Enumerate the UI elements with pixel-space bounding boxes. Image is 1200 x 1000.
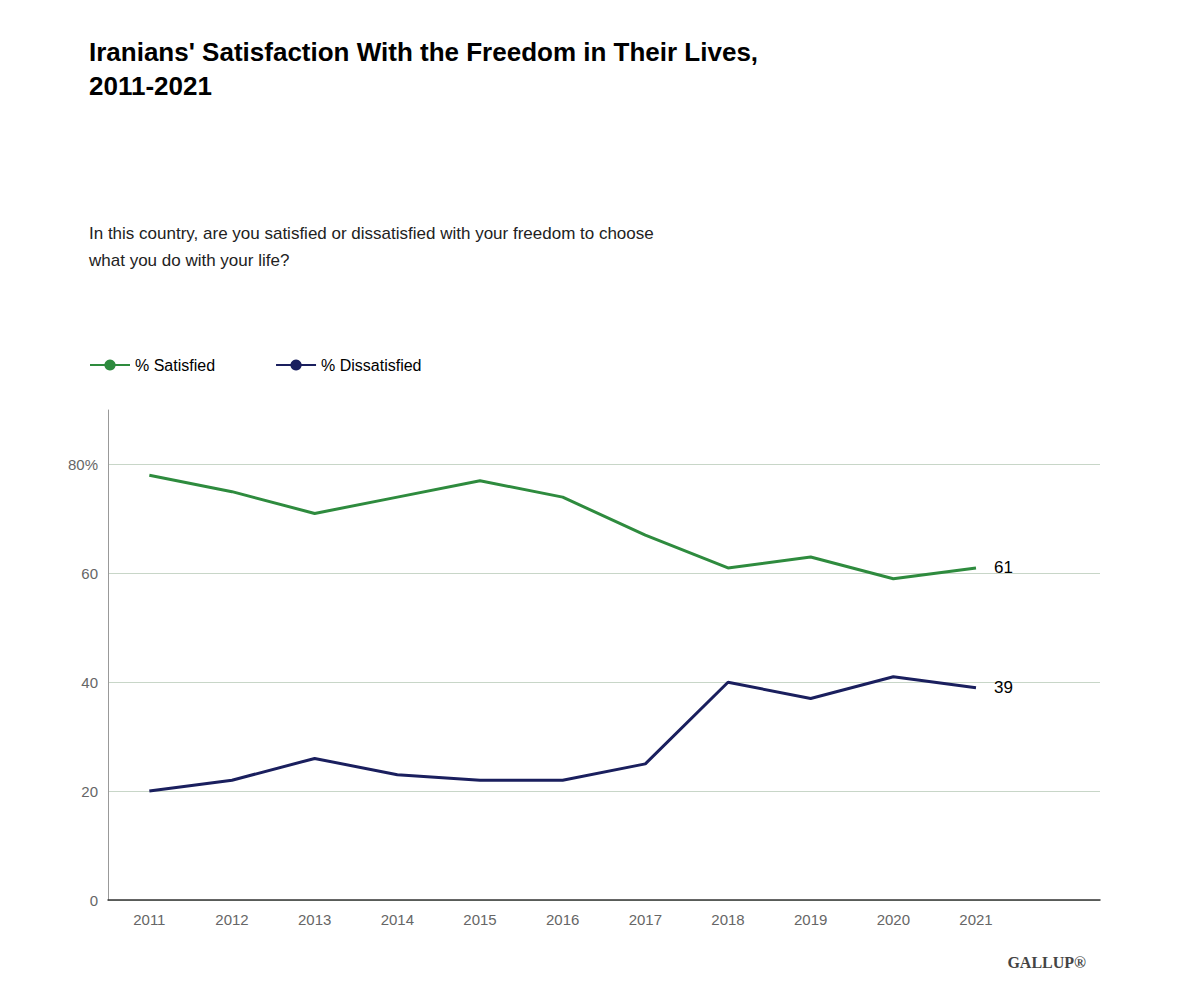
svg-text:2016: 2016	[546, 911, 579, 928]
svg-text:40: 40	[81, 674, 98, 691]
svg-text:39: 39	[994, 678, 1013, 697]
svg-text:2011: 2011	[133, 911, 165, 928]
svg-text:% Dissatisfied: % Dissatisfied	[321, 357, 421, 374]
svg-text:80%: 80%	[68, 456, 98, 473]
svg-text:2018: 2018	[711, 911, 744, 928]
svg-text:Iranians' Satisfaction With th: Iranians' Satisfaction With the Freedom …	[89, 37, 758, 67]
svg-text:61: 61	[994, 558, 1013, 577]
svg-text:2021: 2021	[959, 911, 992, 928]
svg-text:20: 20	[81, 783, 98, 800]
svg-text:GALLUP®: GALLUP®	[1007, 954, 1086, 971]
svg-text:what you do with your life?: what you do with your life?	[88, 251, 289, 270]
svg-text:2011-2021: 2011-2021	[89, 71, 212, 101]
svg-text:% Satisfied: % Satisfied	[135, 357, 215, 374]
svg-text:2017: 2017	[629, 911, 662, 928]
svg-text:60: 60	[81, 565, 98, 582]
svg-text:2019: 2019	[794, 911, 827, 928]
svg-text:2020: 2020	[877, 911, 910, 928]
svg-text:2012: 2012	[215, 911, 248, 928]
svg-text:0: 0	[90, 892, 98, 909]
svg-text:2013: 2013	[298, 911, 331, 928]
svg-text:In this country, are you satis: In this country, are you satisfied or di…	[89, 224, 654, 243]
svg-text:2015: 2015	[463, 911, 496, 928]
svg-text:2014: 2014	[381, 911, 414, 928]
